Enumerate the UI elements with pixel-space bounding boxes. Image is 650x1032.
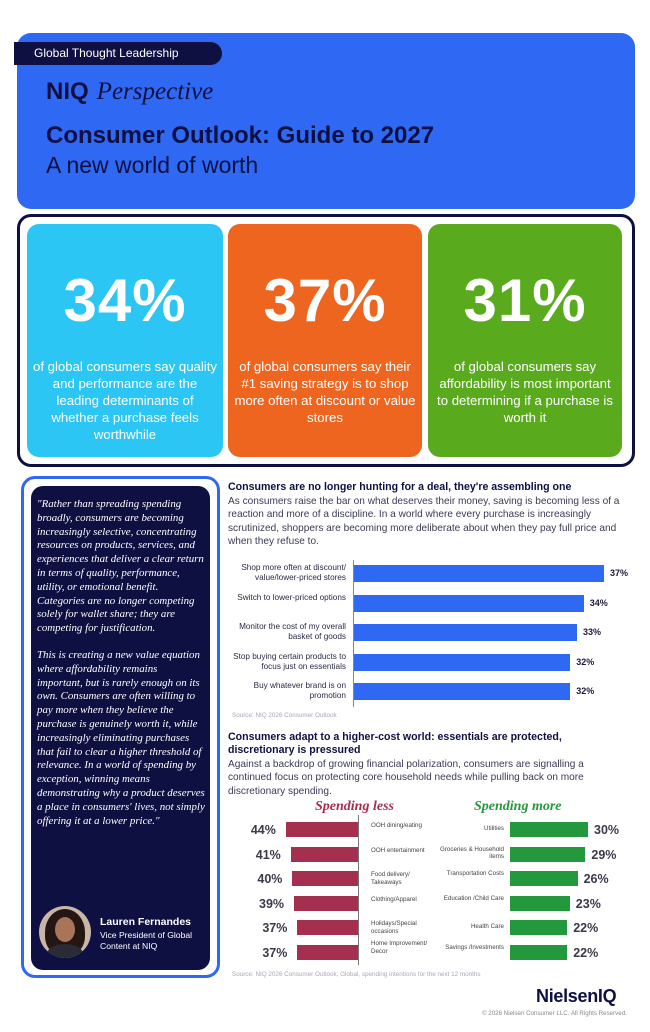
- chart-axis: [358, 815, 359, 965]
- bar-value: 37%: [262, 946, 288, 960]
- bar-value: 44%: [250, 823, 276, 837]
- page-title: Consumer Outlook: Guide to 2027: [46, 122, 435, 149]
- stat-card-affordability: 31% of global consumers say affordabilit…: [428, 224, 622, 457]
- bar-label: Shop more often at discount/ value/lower…: [241, 563, 346, 582]
- bar-label: Home Improvement/ Decor: [371, 940, 428, 955]
- bar-value: 26%: [583, 872, 609, 887]
- bar-label: Stop buying certain products to focus ju…: [233, 651, 346, 671]
- bar-value: 39%: [259, 896, 285, 911]
- stat-card-discount: 37% of global consumers say their #1 sav…: [228, 224, 422, 457]
- bar-value: 30%: [594, 823, 620, 837]
- category-tag: Global Thought Leadership: [14, 42, 222, 65]
- stat-description: of global consumers say their #1 saving …: [234, 359, 416, 425]
- page-subtitle: A new world of worth: [46, 152, 259, 178]
- bar-label: Transportation Costs: [446, 870, 504, 878]
- stat-value: 31%: [463, 267, 587, 334]
- footer-logo: NielsenIQ: [536, 986, 617, 1006]
- bar-label: Food delivery/ Takeaways: [371, 871, 410, 886]
- bar-label: Buy whatever brand is on promotion: [253, 681, 346, 700]
- bar: [354, 683, 571, 700]
- bar: [290, 846, 358, 862]
- section1-source: Source: NIQ 2026 Consumer Outlook: [232, 712, 337, 719]
- bar-value: 22%: [573, 946, 599, 960]
- spending-less-title: Spending less: [315, 799, 394, 814]
- bar-value: 29%: [591, 847, 617, 862]
- stat-value: 37%: [263, 267, 387, 334]
- bar-value: 32%: [576, 656, 595, 667]
- bar-label: Monitor the cost of my overall basket of…: [239, 622, 346, 641]
- quote-text: "Rather than spreading spending broadly,…: [37, 498, 205, 841]
- bar-value: 34%: [589, 597, 608, 608]
- bar-label: Health Care: [470, 923, 504, 931]
- bar-value: 33%: [582, 627, 601, 637]
- bar-label: Switch to lower-priced options: [237, 592, 346, 602]
- stat-description: of global consumers say affordability is…: [437, 359, 613, 425]
- chart-axis: [353, 560, 354, 707]
- quote-paragraph-1: "Rather than spreading spending broadly,…: [37, 498, 204, 635]
- person-name: Lauren Fernandes: [100, 916, 192, 928]
- bar-label: Clothing/Apparel: [371, 895, 417, 903]
- section1-heading: Consumers are no longer hunting for a de…: [228, 481, 572, 493]
- bar-label: Education /Child Care: [443, 894, 504, 902]
- bar: [297, 920, 358, 936]
- bar-label: Groceries & Household items: [440, 845, 504, 861]
- stats-frame: [17, 214, 635, 467]
- person-title: Vice President of Global Content at NIQ: [100, 930, 193, 951]
- brand-niq-text: NIQ: [46, 78, 89, 105]
- bar: [510, 920, 568, 936]
- bar: [292, 871, 358, 887]
- bar: [297, 945, 358, 960]
- stat-card-quality: 34% of global consumers say quality and …: [27, 224, 223, 457]
- stat-description: of global consumers say quality and perf…: [33, 359, 217, 442]
- bar: [354, 653, 571, 671]
- brand-logo: NIQ Perspective: [46, 78, 213, 106]
- avatar: [39, 906, 91, 958]
- bar-value: 41%: [255, 847, 281, 862]
- bar: [294, 895, 358, 911]
- quote-card-border: [21, 476, 220, 978]
- section2-body: Against a backdrop of growing financial …: [228, 759, 584, 797]
- bar-label: Utilities: [484, 825, 504, 832]
- section2-heading-line1: Consumers adapt to a higher-cost world: …: [228, 731, 562, 743]
- quote-paragraph-2: This is creating a new value equation wh…: [37, 648, 205, 827]
- spending-more-title: Spending more: [474, 799, 562, 814]
- bar-label: Savings /Investments: [445, 944, 504, 951]
- bar-value: 37%: [610, 568, 629, 578]
- bar-label: OOH entertainment: [371, 846, 425, 854]
- bar-value: 23%: [575, 896, 601, 911]
- section2-heading-line2: discretionary is pressured: [228, 744, 361, 756]
- bar: [510, 895, 570, 911]
- bar: [354, 624, 577, 641]
- section1-body: As consumers raise the bar on what deser…: [228, 496, 620, 548]
- bar: [510, 871, 578, 887]
- bar: [510, 945, 568, 960]
- bar-value: 22%: [573, 921, 599, 936]
- quote-card: [31, 486, 210, 970]
- bar: [354, 565, 604, 582]
- brand-perspective-text: Perspective: [96, 78, 214, 105]
- bar: [510, 822, 588, 837]
- bar-value: 40%: [257, 872, 283, 887]
- bar: [285, 822, 358, 837]
- bar: [354, 594, 584, 612]
- section2-source: Source: NIQ 2026 Consumer Outlook, Globa…: [232, 971, 481, 978]
- bar-value: 32%: [576, 686, 595, 696]
- bar-value: 37%: [262, 921, 288, 936]
- copyright: © 2026 Nielsen Consumer LLC. All Rights …: [482, 1010, 627, 1017]
- bar-label: Holidays/Special occasions: [371, 920, 417, 935]
- stat-value: 34%: [63, 267, 187, 334]
- bar: [510, 846, 586, 862]
- bar-label: OOH dining/eating: [371, 822, 422, 829]
